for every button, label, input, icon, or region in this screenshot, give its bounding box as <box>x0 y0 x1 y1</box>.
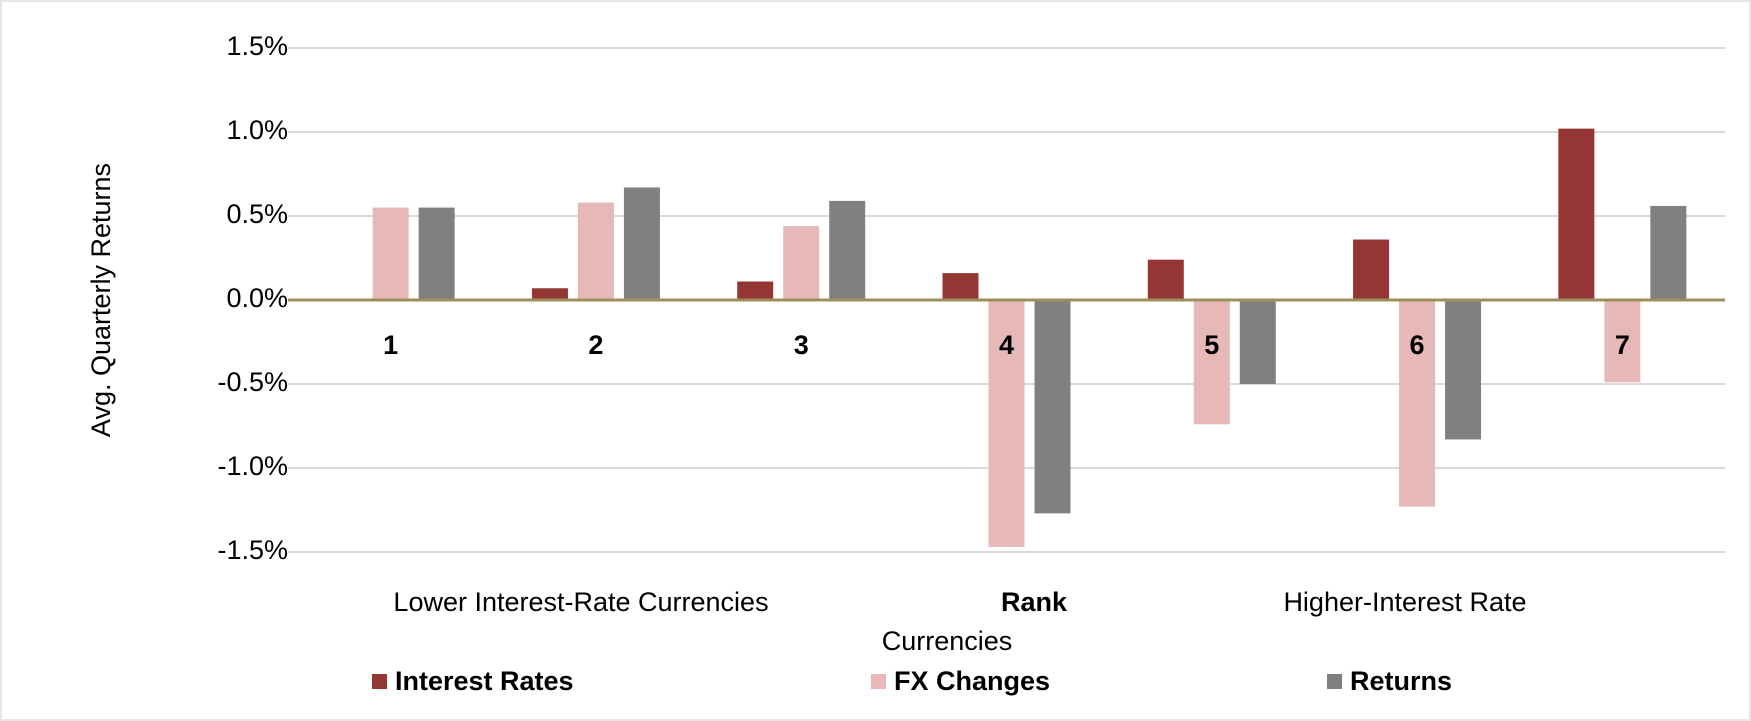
x-tick-label: 2 <box>588 330 603 360</box>
bar <box>829 200 866 300</box>
legend-swatch <box>1327 674 1342 689</box>
y-tick-label: 0.5% <box>226 199 288 229</box>
legend-swatch <box>372 674 387 689</box>
bar <box>988 300 1025 547</box>
bar <box>418 207 455 300</box>
bar <box>1650 205 1687 300</box>
bar <box>1147 259 1184 300</box>
bar <box>623 187 660 300</box>
x-tick-label: 4 <box>999 330 1014 360</box>
bar <box>1034 300 1071 514</box>
x-axis-label: Currencies <box>882 626 1013 656</box>
bar <box>1399 300 1436 507</box>
x-tick-label: 1 <box>383 330 398 360</box>
bar <box>942 273 979 300</box>
x-tick-label: 5 <box>1204 330 1219 360</box>
legend-swatch <box>871 674 886 689</box>
bar <box>783 226 820 300</box>
y-tick-label: -1.5% <box>217 535 288 565</box>
bar <box>1239 300 1276 384</box>
bar <box>1193 300 1230 425</box>
y-tick-label: -0.5% <box>217 367 288 397</box>
x-tick-label: 6 <box>1410 330 1425 360</box>
x-tick-label: 7 <box>1615 330 1630 360</box>
x-axis-label: Higher-Interest Rate <box>1283 587 1526 617</box>
y-axis-label: Avg. Quarterly Returns <box>86 163 116 437</box>
y-tick-label: 0.0% <box>226 283 288 313</box>
x-tick-label: 3 <box>794 330 809 360</box>
bar <box>737 281 774 300</box>
bar <box>1604 300 1641 383</box>
legend-label: Interest Rates <box>395 666 574 696</box>
x-axis-label: Rank <box>1001 587 1068 617</box>
y-tick-label: 1.5% <box>226 31 288 61</box>
bar <box>1445 300 1482 440</box>
y-tick-label: 1.0% <box>226 115 288 145</box>
bar <box>531 288 568 300</box>
legend-label: FX Changes <box>894 666 1050 696</box>
y-tick-label: -1.0% <box>217 451 288 481</box>
x-axis-label: Lower Interest-Rate Currencies <box>393 587 768 617</box>
bar <box>1558 128 1595 300</box>
bar <box>372 207 409 300</box>
legend-label: Returns <box>1350 666 1452 696</box>
bar <box>577 202 614 300</box>
bar <box>1353 239 1390 300</box>
